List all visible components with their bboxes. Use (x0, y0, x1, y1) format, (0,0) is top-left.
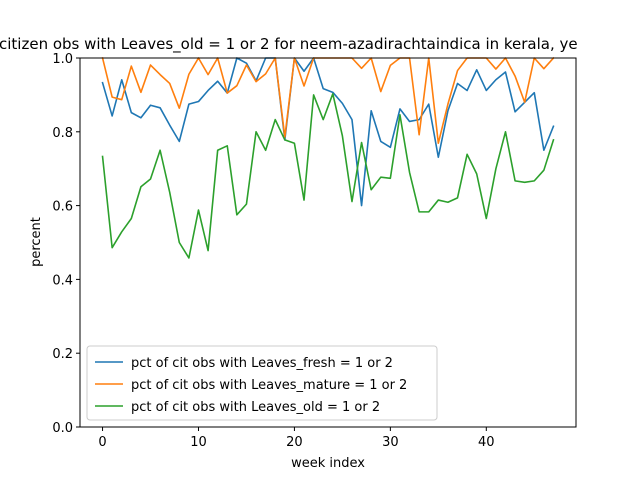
x-axis-label: week index (291, 456, 365, 471)
plot-frame (79, 57, 577, 428)
y-tick-label: 0.0 (52, 421, 73, 436)
series-line-3 (101, 92, 555, 259)
chart-title: citizen obs with Leaves_old = 1 or 2 for… (0, 35, 578, 54)
legend-label-2: pct of cit obs with Leaves_mature = 1 or… (131, 378, 407, 393)
legend-label-3: pct of cit obs with Leaves_old = 1 or 2 (131, 400, 380, 415)
y-axis: 0.0 0.2 0.4 0.6 0.8 1.0 (52, 52, 80, 436)
y-tick-label: 0.2 (52, 347, 73, 362)
x-axis: 0 10 20 30 40 (98, 427, 495, 450)
legend: pct of cit obs with Leaves_fresh = 1 or … (86, 345, 438, 421)
y-tick-label: 0.8 (52, 126, 73, 141)
y-tick-label: 1.0 (52, 52, 73, 67)
x-tick-label: 20 (286, 435, 303, 450)
x-tick-label: 40 (478, 435, 495, 450)
y-tick-label: 0.4 (52, 273, 73, 288)
x-tick-label: 30 (382, 435, 399, 450)
series-line-1 (101, 57, 555, 207)
legend-box (86, 345, 438, 421)
y-axis-label: percent (29, 217, 44, 267)
x-tick-label: 0 (98, 435, 106, 450)
legend-label-1: pct of cit obs with Leaves_fresh = 1 or … (131, 356, 393, 371)
y-tick-label: 0.6 (52, 200, 73, 215)
x-tick-label: 10 (190, 435, 207, 450)
